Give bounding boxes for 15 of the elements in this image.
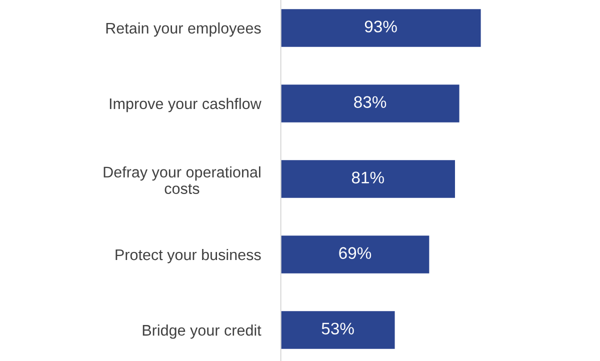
bar xyxy=(280,84,460,122)
data-label: 53% xyxy=(322,322,354,335)
bar xyxy=(280,9,481,47)
bar xyxy=(280,236,430,274)
y-tick-label: Protect your business xyxy=(116,248,261,264)
bar xyxy=(280,160,455,198)
y-tick-label: Retain your employees xyxy=(106,22,261,37)
y-tick-label: Improve your cashflow xyxy=(110,98,262,112)
bar xyxy=(280,311,395,349)
y-tick-label: Bridge your credit xyxy=(142,324,262,339)
data-label: 69% xyxy=(339,247,372,259)
data-label: 93% xyxy=(364,20,397,32)
y-tick-label: Defray your operational costs xyxy=(104,166,260,194)
data-label: 81% xyxy=(352,172,384,184)
data-label: 83% xyxy=(354,96,386,108)
